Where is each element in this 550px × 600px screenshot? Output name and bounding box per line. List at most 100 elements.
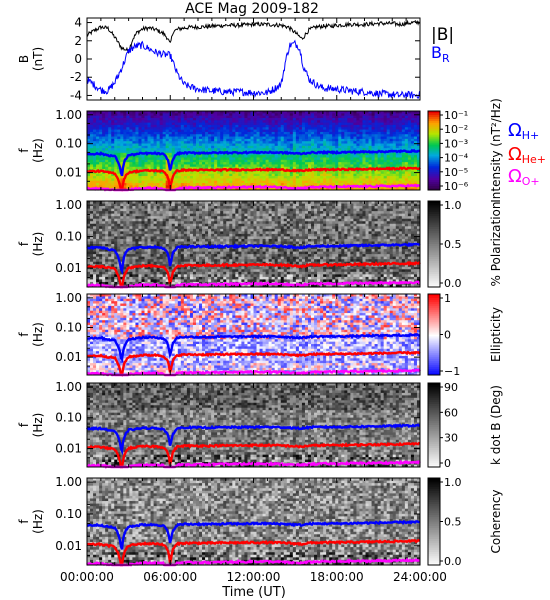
heatmap-cell: [171, 266, 176, 270]
heatmap-cell: [123, 131, 127, 135]
heatmap-cell: [413, 117, 418, 121]
heatmap-cell: [265, 157, 270, 161]
heatmap-cell: [326, 176, 330, 179]
heatmap-cell: [253, 131, 257, 135]
heatmap-cell: [320, 187, 324, 191]
heatmap-cell: [335, 159, 339, 163]
heatmap-cell: [271, 113, 276, 117]
heatmap-cell: [413, 134, 418, 137]
heatmap-cell: [350, 166, 354, 170]
heatmap-cell: [295, 155, 300, 158]
heatmap-cell: [150, 185, 154, 189]
heatmap-cell: [153, 136, 158, 140]
heatmap-cell: [129, 178, 133, 182]
heatmap-cell: [389, 122, 394, 126]
heatmap-cell: [277, 164, 282, 168]
heatmap-cell: [132, 159, 136, 163]
heatmap-cell: [189, 164, 194, 168]
heatmap-cell: [174, 244, 179, 247]
heatmap-cell: [335, 141, 339, 144]
heatmap-cell: [307, 138, 312, 142]
heatmap-cell: [156, 145, 161, 149]
heatmap-cell: [353, 113, 357, 117]
heatmap-cell: [147, 176, 151, 179]
heatmap-cell: [123, 138, 127, 142]
heatmap-cell: [205, 180, 209, 184]
heatmap-cell: [268, 143, 273, 147]
heatmap-cell: [102, 259, 106, 263]
heatmap-cell: [208, 148, 212, 151]
heatmap-cell: [108, 221, 112, 225]
heatmap-cell: [235, 152, 239, 156]
heatmap-cell: [90, 216, 94, 220]
heatmap-cell: [87, 148, 91, 151]
heatmap-cell: [317, 171, 321, 175]
heatmap-cell: [135, 226, 139, 230]
heatmap-cell: [108, 178, 112, 182]
heatmap-cell: [171, 111, 176, 114]
heatmap-cell: [265, 164, 270, 168]
heatmap-cell: [416, 164, 421, 168]
heatmap-cell: [174, 256, 179, 260]
heatmap-cell: [138, 259, 142, 263]
heatmap-cell: [135, 281, 139, 285]
heatmap-cell: [171, 143, 176, 147]
heatmap-cell: [253, 113, 257, 117]
heatmap-cell: [195, 127, 200, 130]
heatmap-cell: [99, 131, 103, 135]
heatmap-cell: [132, 171, 136, 175]
heatmap-cell: [241, 173, 245, 177]
heatmap-cell: [111, 271, 115, 275]
heatmap-cell: [368, 141, 372, 144]
heatmap-cell: [141, 115, 145, 119]
heatmap-cell: [153, 183, 158, 186]
heatmap-cell: [268, 113, 273, 117]
heatmap-cell: [99, 141, 103, 144]
heatmap-cell: [108, 122, 112, 126]
heatmap-cell: [314, 166, 318, 170]
heatmap-cell: [205, 113, 209, 117]
heatmap-cell: [416, 148, 421, 151]
heatmap-cell: [147, 120, 151, 124]
heatmap-cell: [338, 127, 342, 130]
heatmap-cell: [117, 143, 121, 147]
heatmap-cell: [108, 269, 112, 273]
heatmap-cell: [165, 145, 170, 149]
heatmap-cell: [162, 236, 167, 240]
heatmap-cell: [229, 164, 233, 168]
heatmap-cell: [295, 171, 300, 175]
heatmap-cell: [165, 231, 170, 235]
heatmap-cell: [247, 148, 251, 151]
heatmap-cell: [177, 122, 182, 126]
heatmap-cell: [253, 164, 257, 168]
heatmap-cell: [99, 183, 103, 186]
heatmap-cell: [199, 162, 203, 165]
heatmap-cell: [211, 152, 215, 156]
heatmap-cell: [138, 203, 142, 207]
heatmap-cell: [150, 266, 154, 270]
heatmap-cell: [189, 122, 194, 126]
heatmap-cell: [380, 138, 385, 142]
heatmap-cell: [105, 120, 109, 124]
heatmap-cell: [111, 261, 115, 265]
heatmap-cell: [199, 134, 203, 137]
heatmap-cell: [265, 122, 270, 126]
heatmap-cell: [144, 271, 148, 275]
heatmap-cell: [180, 136, 185, 140]
heatmap-cell: [226, 113, 230, 117]
heatmap-cell: [174, 271, 179, 275]
heatmap-cell: [256, 180, 260, 184]
heatmap-cell: [286, 134, 291, 137]
heatmap-cell: [120, 254, 124, 258]
heatmap-cell: [226, 159, 230, 163]
heatmap-cell: [111, 157, 115, 161]
heatmap-cell: [247, 134, 251, 137]
heatmap-cell: [123, 218, 127, 222]
heatmap-cell: [238, 131, 242, 135]
heatmap-cell: [150, 143, 154, 147]
heatmap-cell: [253, 180, 257, 184]
heatmap-cell: [353, 134, 357, 137]
heatmap-cell: [265, 138, 270, 142]
heatmap-cell: [329, 176, 333, 179]
heatmap-cell: [159, 221, 164, 225]
